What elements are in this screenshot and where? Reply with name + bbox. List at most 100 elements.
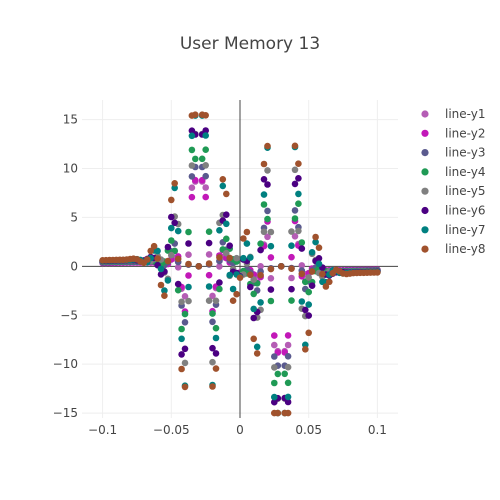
data-point-line-y7 <box>240 254 247 262</box>
data-point-line-y1 <box>202 184 209 191</box>
data-point-line-y8 <box>302 346 309 353</box>
data-point-line-y6 <box>174 280 182 288</box>
data-point-line-y4 <box>188 146 196 154</box>
data-point-line-y6 <box>168 213 175 221</box>
data-point-line-y7 <box>312 238 319 246</box>
data-point-line-y1 <box>257 263 264 270</box>
y-tick-label: −10 <box>53 357 78 371</box>
data-point-line-y5 <box>264 167 271 174</box>
data-point-line-y5 <box>168 251 175 259</box>
data-point-line-y1 <box>271 341 278 349</box>
data-point-line-y4 <box>216 285 223 293</box>
data-point-line-y6 <box>181 345 189 353</box>
data-point-line-y8 <box>243 228 251 236</box>
data-point-line-y8 <box>192 111 199 118</box>
data-point-line-y8 <box>164 257 172 265</box>
data-point-line-y7 <box>178 335 185 343</box>
data-point-line-y8 <box>174 255 182 263</box>
data-point-line-y1 <box>181 293 189 300</box>
legend-item-line-y6[interactable]: line-y6 <box>421 204 486 218</box>
y-tick-label: 15 <box>63 113 78 127</box>
data-point-line-y7 <box>288 242 295 249</box>
data-point-line-y4 <box>264 215 271 223</box>
data-point-line-y8 <box>226 254 233 262</box>
plot-area <box>99 111 381 417</box>
legend-item-line-y7[interactable]: line-y7 <box>421 223 486 237</box>
data-point-line-y5 <box>178 298 185 306</box>
data-point-line-y4 <box>260 201 268 208</box>
data-point-line-y5 <box>202 162 209 169</box>
data-point-line-y8 <box>312 233 319 241</box>
y-tick-label: 5 <box>70 210 78 224</box>
data-point-line-y7 <box>226 271 233 279</box>
data-point-line-y6 <box>298 245 306 252</box>
data-point-line-y5 <box>288 228 295 235</box>
data-point-line-y7 <box>260 191 268 198</box>
data-point-line-y8 <box>257 271 264 279</box>
data-point-line-y7 <box>257 299 264 306</box>
legend-label: line-y1 <box>445 107 486 121</box>
data-point-line-y4 <box>185 228 192 236</box>
data-point-line-y7 <box>216 227 223 234</box>
data-point-line-y7 <box>202 132 209 139</box>
x-tick-label: −0.1 <box>88 423 117 437</box>
data-point-line-y8 <box>223 190 230 198</box>
data-point-line-y5 <box>188 162 196 169</box>
data-point-line-y7 <box>185 283 192 291</box>
data-point-line-y7 <box>315 260 323 268</box>
data-point-line-y6 <box>305 312 313 319</box>
data-point-line-y6 <box>171 219 178 227</box>
data-point-line-y4 <box>198 155 206 163</box>
data-point-line-y8 <box>181 383 189 391</box>
data-point-line-y6 <box>295 175 302 182</box>
data-point-line-y7 <box>284 393 292 401</box>
data-point-line-y8 <box>157 281 165 289</box>
data-point-line-y6 <box>260 176 268 183</box>
data-point-line-y4 <box>291 215 299 222</box>
data-point-line-y2 <box>267 254 275 261</box>
legend-item-line-y1[interactable]: line-y1 <box>421 107 486 121</box>
legend-label: line-y3 <box>445 146 486 160</box>
data-point-line-y7 <box>168 224 175 232</box>
data-point-line-y4 <box>209 310 216 317</box>
data-point-line-y4 <box>274 370 282 378</box>
data-point-line-y4 <box>202 146 209 153</box>
legend-item-line-y4[interactable]: line-y4 <box>421 165 486 179</box>
chart-title: User Memory 13 <box>179 34 321 54</box>
data-point-line-y4 <box>168 237 175 244</box>
data-point-line-y6 <box>209 344 216 352</box>
legend-label: line-y7 <box>445 223 486 237</box>
data-point-line-y4 <box>205 228 213 235</box>
data-point-line-y8 <box>250 335 257 343</box>
legend-item-line-y5[interactable]: line-y5 <box>421 184 486 198</box>
data-point-line-y8 <box>212 365 220 372</box>
data-point-line-y7 <box>188 132 196 140</box>
data-point-line-y8 <box>209 383 216 390</box>
data-point-line-y6 <box>178 351 185 358</box>
data-point-line-y6 <box>264 181 271 188</box>
data-point-line-y8 <box>150 242 158 250</box>
x-tick-label: 0.1 <box>368 423 387 437</box>
data-point-line-y8 <box>288 265 295 273</box>
data-point-line-y6 <box>308 282 316 290</box>
data-point-line-y8 <box>185 260 192 268</box>
data-point-line-y4 <box>212 324 220 332</box>
data-point-line-y1 <box>209 292 216 300</box>
data-point-line-y1 <box>267 275 275 282</box>
legend-item-line-y2[interactable]: line-y2 <box>421 126 486 140</box>
legend-item-line-y8[interactable]: line-y8 <box>421 242 486 256</box>
data-point-line-y7 <box>205 283 213 290</box>
data-point-line-y8 <box>326 278 333 286</box>
data-point-line-y7 <box>171 184 178 192</box>
legend-item-line-y3[interactable]: line-y3 <box>421 146 486 160</box>
data-point-line-y8 <box>147 247 154 255</box>
legend-label: line-y8 <box>445 242 486 256</box>
data-point-line-y3 <box>188 173 196 180</box>
data-point-line-y6 <box>267 286 275 293</box>
data-point-line-y4 <box>192 155 199 163</box>
data-point-line-y7 <box>174 227 182 235</box>
data-point-line-y5 <box>291 166 299 174</box>
data-point-line-y5 <box>260 228 268 236</box>
data-point-line-y7 <box>295 190 302 198</box>
